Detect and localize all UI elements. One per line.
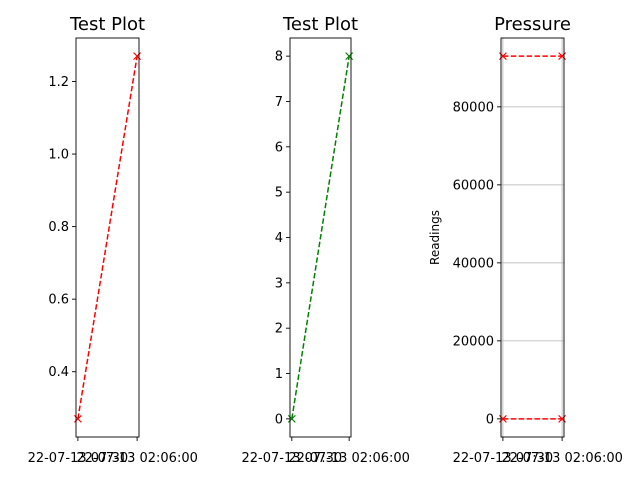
y-tick-label: 20000 <box>453 334 494 349</box>
x-tick-label: 22-07-13 07:30 <box>242 451 343 466</box>
y-tick-label: 0.8 <box>48 220 69 235</box>
axes-frame <box>500 37 565 438</box>
x-tick-label: 22-07-13 02:06:00 <box>76 451 198 466</box>
y-tick-label: 8 <box>275 50 283 65</box>
y-tick-label: 7 <box>275 95 283 110</box>
x-tick-label: 22-07-13 07:30 <box>28 451 129 466</box>
x-tick-label: 22-07-13 02:06:00 <box>288 451 410 466</box>
chart-title: Pressure <box>494 14 571 35</box>
y-tick-label: 5 <box>275 186 283 201</box>
y-tick-label: 40000 <box>453 256 494 271</box>
data-point <box>287 414 296 423</box>
y-axis-label: Readings <box>428 210 442 265</box>
y-tick-label: 1 <box>275 367 283 382</box>
series-line <box>77 56 138 419</box>
data-point <box>345 52 354 61</box>
axes-frame <box>75 37 140 438</box>
x-tick-label: 22-07-13 02:06:00 <box>501 451 623 466</box>
y-tick-label: 4 <box>275 231 283 246</box>
y-tick-label: 80000 <box>453 100 494 115</box>
y-tick-label: 6 <box>275 140 283 155</box>
x-tick-label: 22-07-13 07:30 <box>453 451 554 466</box>
chart-title: Test Plot <box>282 14 358 35</box>
y-tick-label: 0.6 <box>48 293 69 308</box>
y-tick-label: 2 <box>275 322 283 337</box>
series-line <box>291 56 350 419</box>
y-tick-label: 0 <box>486 412 494 427</box>
y-tick-label: 1.2 <box>48 75 69 90</box>
y-tick-label: 1.0 <box>48 148 69 163</box>
y-tick-label: 0.4 <box>48 365 69 380</box>
y-tick-label: 3 <box>275 276 283 291</box>
y-tick-label: 60000 <box>453 178 494 193</box>
chart-title: Test Plot <box>69 14 145 35</box>
y-tick-label: 0 <box>275 412 283 427</box>
